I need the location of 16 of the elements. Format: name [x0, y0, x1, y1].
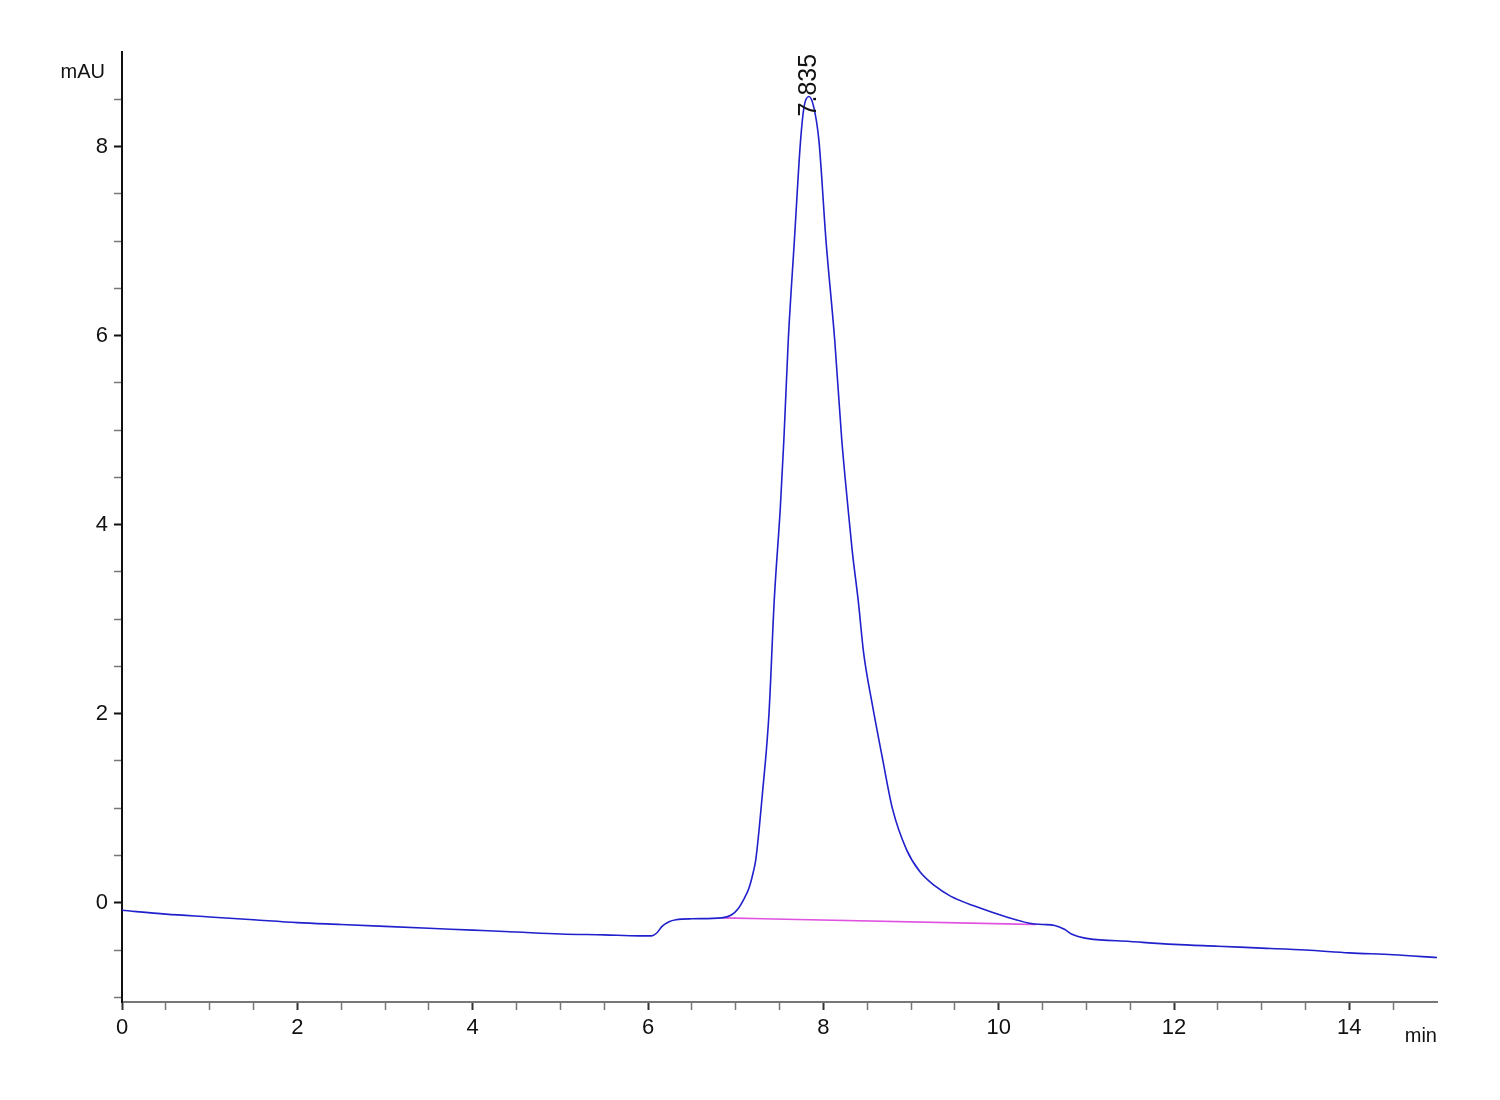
annotation: 7.835	[792, 53, 821, 117]
x-tick-label: 6	[641, 1014, 655, 1040]
x-axis-title: min	[1404, 1023, 1437, 1046]
x-tick-label: 4	[466, 1014, 479, 1040]
x-tick-label: 0	[115, 1014, 129, 1040]
x-tick-label: 2	[291, 1014, 304, 1040]
x-tick-label: 8	[817, 1014, 830, 1040]
y-tick-label: 0	[95, 888, 108, 914]
x-tick-label: 14	[1337, 1014, 1362, 1040]
y-axis-title: mAU	[60, 59, 105, 82]
y-tick-label: 8	[95, 132, 108, 158]
y-tick-label: 2	[95, 699, 108, 725]
y-tick-label: 4	[95, 510, 108, 536]
x-tick-label: 12	[1161, 1014, 1187, 1040]
x-tick-label: 10	[986, 1014, 1011, 1040]
y-tick-label: 6	[95, 321, 108, 347]
